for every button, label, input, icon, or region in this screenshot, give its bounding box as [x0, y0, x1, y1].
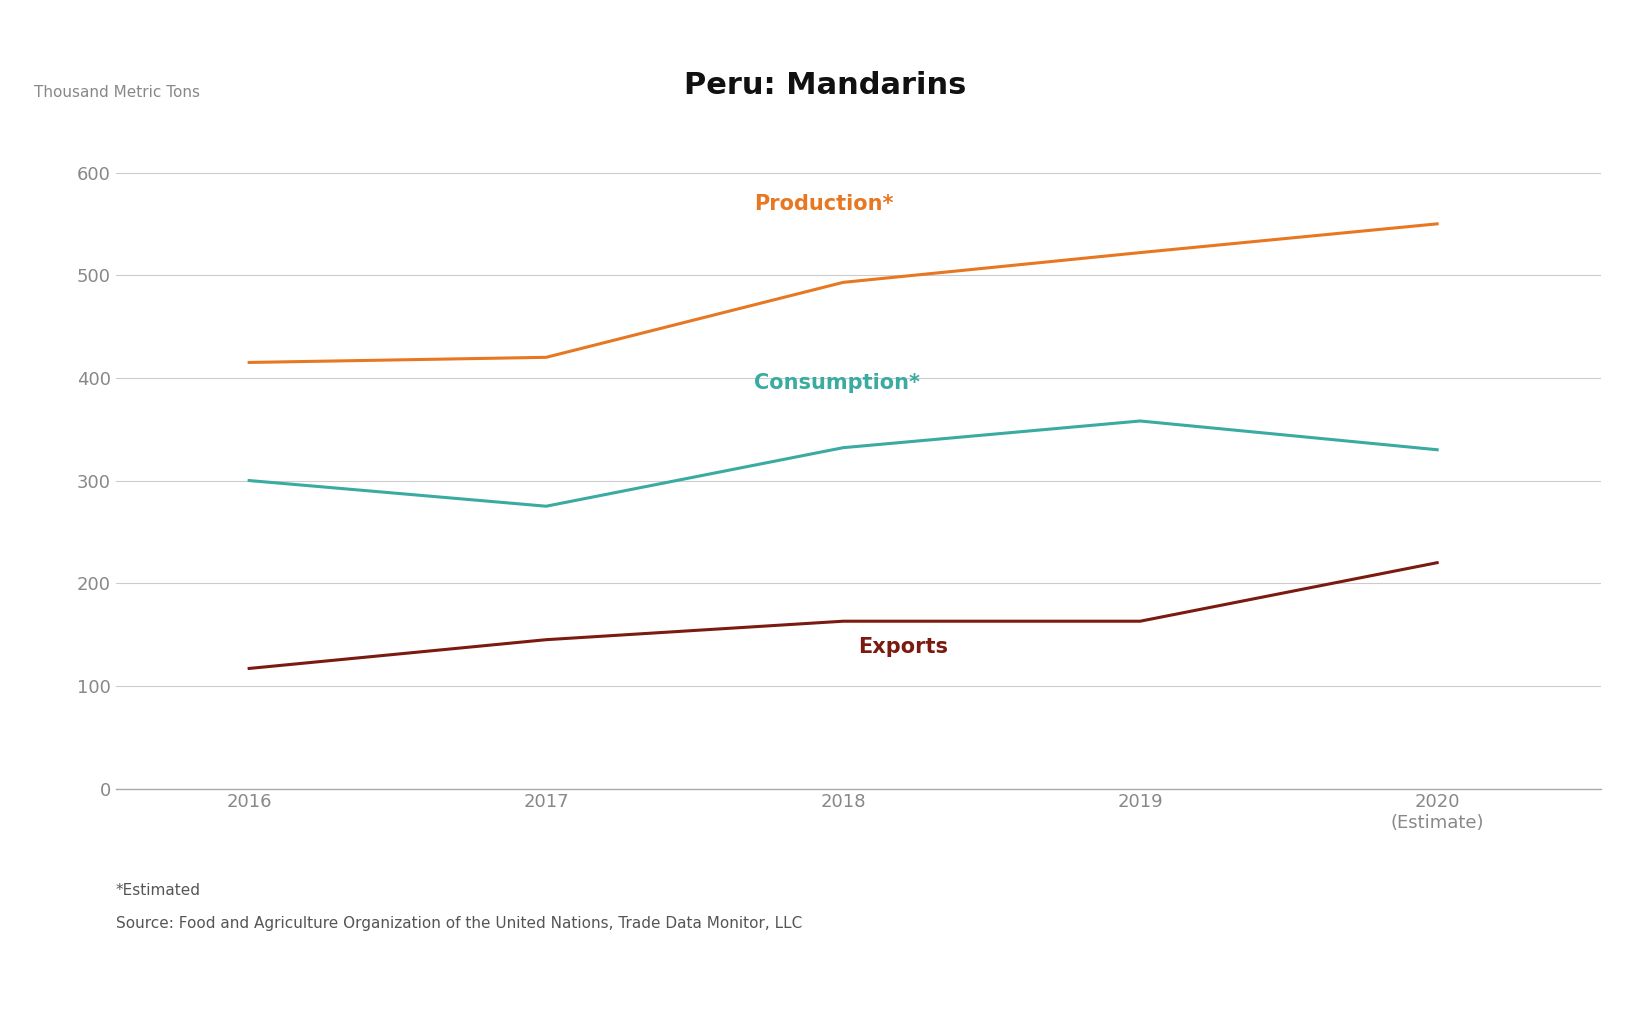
Text: Source: Food and Agriculture Organization of the United Nations, Trade Data Moni: Source: Food and Agriculture Organizatio…	[116, 916, 802, 931]
Text: Exports: Exports	[858, 637, 949, 656]
Text: *Estimated: *Estimated	[116, 883, 201, 898]
Text: Consumption*: Consumption*	[754, 373, 921, 393]
Text: Production*: Production*	[754, 193, 894, 213]
Text: Peru: Mandarins: Peru: Mandarins	[683, 71, 967, 100]
Text: Thousand Metric Tons: Thousand Metric Tons	[35, 85, 200, 100]
